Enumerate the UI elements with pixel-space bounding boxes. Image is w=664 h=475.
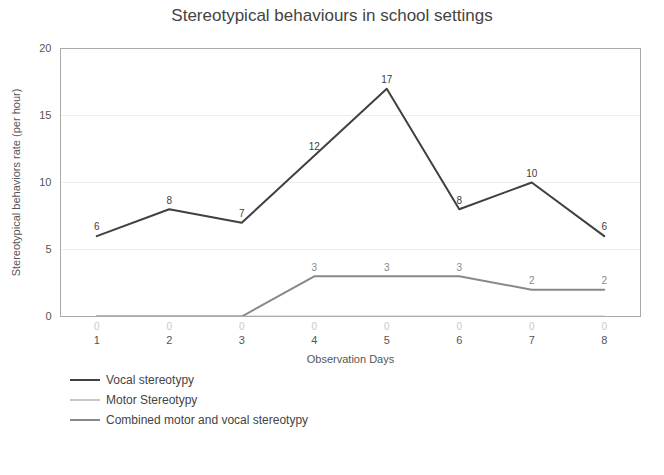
svg-text:15: 15	[39, 109, 51, 121]
svg-text:0: 0	[311, 321, 317, 332]
svg-text:0: 0	[601, 321, 607, 332]
svg-text:6: 6	[601, 221, 607, 232]
svg-text:3: 3	[384, 262, 390, 273]
svg-text:10: 10	[526, 168, 538, 179]
svg-text:1: 1	[94, 334, 100, 346]
svg-text:0: 0	[94, 321, 100, 332]
svg-text:0: 0	[45, 310, 51, 322]
svg-text:2: 2	[166, 334, 172, 346]
svg-text:3: 3	[456, 262, 462, 273]
svg-text:3: 3	[239, 334, 245, 346]
svg-text:7: 7	[239, 208, 245, 219]
html-text:Combined motor and vocal stere: Combined motor and vocal stereotypy	[106, 413, 309, 427]
svg-text:8: 8	[456, 195, 462, 206]
svg-text:7: 7	[529, 334, 535, 346]
svg-text:0: 0	[384, 321, 390, 332]
svg-text:8: 8	[601, 334, 607, 346]
svg-text:0: 0	[166, 321, 172, 332]
svg-text:4: 4	[311, 334, 317, 346]
svg-text:12: 12	[309, 141, 321, 152]
svg-text:3: 3	[311, 262, 317, 273]
svg-text:8: 8	[166, 195, 172, 206]
svg-text:Stereotypical behaviors rate (: Stereotypical behaviors rate (per hour)	[10, 89, 22, 277]
svg-text:17: 17	[381, 74, 393, 85]
html-text:Stereotypical behaviours in sc: Stereotypical behaviours in school setti…	[171, 6, 493, 25]
svg-text:6: 6	[94, 221, 100, 232]
svg-text:5: 5	[384, 334, 390, 346]
svg-text:0: 0	[456, 321, 462, 332]
svg-text:10: 10	[39, 176, 51, 188]
svg-text:0: 0	[239, 321, 245, 332]
svg-text:20: 20	[39, 42, 51, 54]
svg-text:2: 2	[601, 275, 607, 286]
html-text:Vocal stereotypy: Vocal stereotypy	[106, 373, 195, 387]
svg-text:0: 0	[529, 321, 535, 332]
svg-text:6: 6	[456, 334, 462, 346]
svg-text:5: 5	[45, 243, 51, 255]
svg-text:2: 2	[529, 275, 535, 286]
svg-text:Observation Days: Observation Days	[307, 353, 395, 365]
html-text:Motor Stereotypy: Motor Stereotypy	[106, 393, 198, 407]
